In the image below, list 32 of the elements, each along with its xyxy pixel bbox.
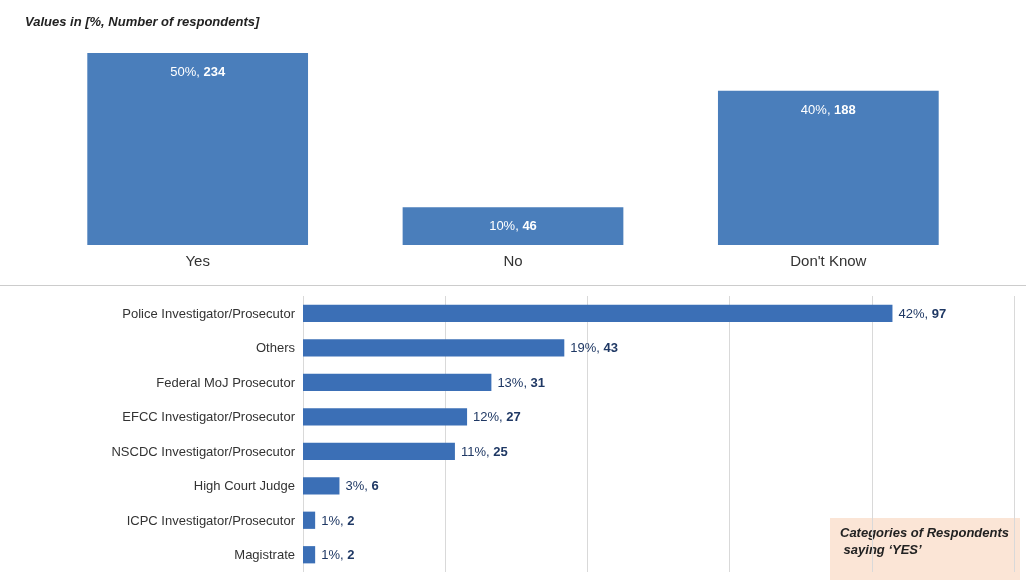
data-label: 50%, 234 — [170, 64, 226, 80]
chart-title: Values in [%, Number of respondents] — [25, 14, 260, 29]
annotation: Categories of Respondents saying ‘YES’ — [840, 525, 1010, 557]
bar — [303, 442, 455, 460]
y-tick-label: ICPC Investigator/Prosecutor — [126, 512, 296, 528]
bar — [303, 339, 565, 357]
y-tick-label: Others — [255, 340, 296, 356]
data-label: 1%, 2 — [321, 512, 355, 528]
x-tick-label: Don't Know — [790, 252, 867, 269]
y-tick-label: NSCDC Investigator/Prosecutor — [111, 443, 296, 459]
y-tick-label: High Court Judge — [193, 478, 295, 494]
data-label: 1%, 2 — [321, 547, 355, 563]
x-tick-label: Yes — [185, 252, 210, 269]
data-label: 3%, 6 — [345, 478, 379, 494]
x-tick-label: No — [503, 252, 523, 269]
data-label: 19%, 43 — [570, 340, 619, 356]
data-label: 12%, 27 — [473, 409, 521, 425]
bar — [303, 546, 316, 564]
data-label: 13%, 31 — [497, 374, 546, 390]
data-label: 10%, 46 — [489, 218, 537, 234]
bar — [303, 373, 492, 391]
bar — [303, 477, 340, 495]
y-tick-label: EFCC Investigator/Prosecutor — [122, 409, 296, 425]
y-tick-label: Federal MoJ Prosecutor — [156, 374, 296, 390]
bar — [303, 408, 468, 426]
data-label: 42%, 97 — [898, 305, 947, 321]
data-label: 40%, 188 — [800, 101, 856, 117]
y-tick-label: Police Investigator/Prosecutor — [122, 305, 296, 321]
data-label: 11%, 25 — [460, 443, 508, 459]
y-tick-label: Magistrate — [234, 547, 295, 563]
bar — [303, 304, 893, 322]
bar — [303, 511, 316, 529]
